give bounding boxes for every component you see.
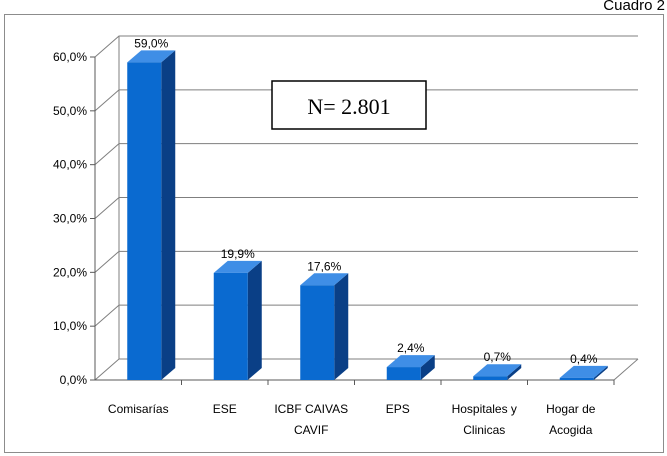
bar-side [420, 355, 435, 380]
gridline [94, 358, 638, 381]
bar-top [473, 364, 522, 377]
bar [127, 50, 176, 381]
gridline [94, 197, 638, 219]
x-tick-label: Comisarías [108, 402, 169, 416]
annotation-text: N= 2.801 [307, 94, 390, 119]
y-tick-label: 20,0% [53, 265, 87, 279]
bar-side [247, 260, 262, 380]
data-label: 0,4% [570, 352, 598, 366]
data-label: 17,6% [307, 259, 341, 273]
y-tick-label: 0,0% [60, 373, 88, 387]
x-tick-label: EPS [386, 402, 410, 416]
x-tick-label: Acogida [549, 423, 593, 437]
y-tick-label: 10,0% [53, 319, 87, 333]
gridline [94, 250, 638, 273]
x-tick-label: Clinicas [463, 423, 505, 437]
bar-front [300, 285, 335, 380]
data-label: 2,4% [397, 341, 425, 355]
bar [386, 355, 435, 380]
bar-top [300, 273, 349, 286]
bar-top [127, 50, 176, 63]
x-tick-label: CAVIF [294, 423, 328, 437]
gridline [94, 304, 638, 327]
bar-side [161, 50, 176, 381]
floor-right-edge [613, 358, 639, 381]
y-tick-label: 50,0% [53, 104, 87, 118]
gridline [94, 89, 638, 112]
bar-side [334, 273, 349, 380]
data-label: 59,0% [134, 36, 168, 50]
gridline [94, 143, 638, 166]
annotation-box [271, 80, 427, 130]
data-label: 19,9% [221, 247, 255, 261]
y-tick-label: 60,0% [53, 50, 87, 64]
y-tick-label: 40,0% [53, 158, 87, 172]
y-tick-label: 30,0% [53, 212, 87, 226]
bars [127, 50, 608, 381]
x-tick-label: ICBF CAIVAS [274, 402, 348, 416]
bar-front [386, 367, 421, 380]
annotation: N= 2.801 [271, 80, 427, 130]
bar-front [559, 377, 594, 380]
bar [559, 365, 608, 380]
bar [473, 364, 522, 380]
bar-side [507, 364, 522, 380]
bar [213, 260, 262, 380]
gridline [94, 35, 638, 58]
labels: 0,0% 10,0% 20,0% 30,0% 40,0% 50,0% 60,0% 59,0% C… [53, 36, 598, 437]
x-tick-label: Hospitales y [452, 402, 517, 416]
bar-front [127, 62, 162, 381]
x-tick-label: Hogar de [546, 402, 596, 416]
corner-text: Cuadro 2 [603, 0, 665, 14]
bar-top [559, 365, 608, 378]
bar-top [386, 355, 435, 368]
bar-front [473, 376, 508, 380]
bar-front [213, 272, 248, 380]
gridlines [90, 35, 639, 385]
data-label: 0,7% [484, 350, 512, 364]
x-tick-label: ESE [213, 402, 237, 416]
bar [300, 273, 349, 380]
bar-side [593, 365, 608, 380]
bar-top [213, 260, 262, 273]
